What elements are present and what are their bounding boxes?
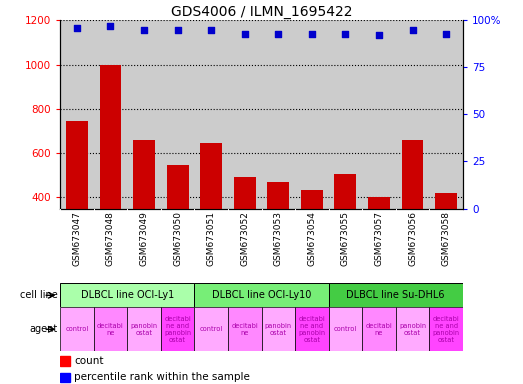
Bar xyxy=(396,307,429,351)
Bar xyxy=(60,372,70,382)
Text: decitabi
ne and
panobin
ostat: decitabi ne and panobin ostat xyxy=(433,316,460,343)
Point xyxy=(308,30,316,36)
Text: GSM673054: GSM673054 xyxy=(308,211,316,266)
Text: control: control xyxy=(334,326,357,332)
Bar xyxy=(301,190,323,286)
Text: decitabi
ne: decitabi ne xyxy=(366,323,392,336)
Bar xyxy=(161,307,195,351)
Bar xyxy=(66,121,88,286)
Bar xyxy=(267,182,289,286)
Bar xyxy=(234,177,256,286)
Text: GSM673051: GSM673051 xyxy=(207,211,215,266)
Point xyxy=(375,32,383,38)
Bar xyxy=(429,307,463,351)
Bar xyxy=(335,174,356,286)
Text: percentile rank within the sample: percentile rank within the sample xyxy=(74,372,250,382)
Point xyxy=(106,23,115,29)
Text: decitabi
ne: decitabi ne xyxy=(231,323,258,336)
Bar xyxy=(228,307,262,351)
Point xyxy=(241,30,249,36)
Bar xyxy=(127,307,161,351)
Bar xyxy=(60,356,70,366)
Bar xyxy=(167,165,188,286)
Text: GSM673056: GSM673056 xyxy=(408,211,417,266)
Bar xyxy=(195,307,228,351)
Bar xyxy=(328,307,362,351)
Point xyxy=(442,30,450,36)
Text: GSM673048: GSM673048 xyxy=(106,211,115,266)
Text: decitabi
ne and
panobin
ostat: decitabi ne and panobin ostat xyxy=(298,316,325,343)
Point xyxy=(341,30,349,36)
Point xyxy=(140,27,148,33)
Text: GSM673049: GSM673049 xyxy=(140,211,149,266)
Point xyxy=(207,27,215,33)
Text: DLBCL line Su-DHL6: DLBCL line Su-DHL6 xyxy=(346,290,445,300)
Text: panobin
ostat: panobin ostat xyxy=(265,323,292,336)
Text: cell line: cell line xyxy=(20,290,58,300)
Point xyxy=(408,27,417,33)
Text: agent: agent xyxy=(29,324,58,334)
Bar xyxy=(295,307,328,351)
Text: DLBCL line OCI-Ly10: DLBCL line OCI-Ly10 xyxy=(212,290,311,300)
Text: panobin
ostat: panobin ostat xyxy=(399,323,426,336)
Bar xyxy=(200,142,222,286)
Bar xyxy=(60,283,195,307)
Text: decitabi
ne: decitabi ne xyxy=(97,323,124,336)
Text: GSM673050: GSM673050 xyxy=(173,211,182,266)
Bar xyxy=(402,140,424,286)
Text: DLBCL line OCI-Ly1: DLBCL line OCI-Ly1 xyxy=(81,290,174,300)
Text: GSM673052: GSM673052 xyxy=(240,211,249,266)
Bar xyxy=(368,197,390,286)
Point xyxy=(73,25,81,31)
Bar xyxy=(60,307,94,351)
Text: GSM673058: GSM673058 xyxy=(441,211,451,266)
Text: control: control xyxy=(200,326,223,332)
Text: GSM673057: GSM673057 xyxy=(374,211,383,266)
Bar xyxy=(362,307,396,351)
Text: GSM673047: GSM673047 xyxy=(72,211,82,266)
Text: panobin
ostat: panobin ostat xyxy=(130,323,157,336)
Title: GDS4006 / ILMN_1695422: GDS4006 / ILMN_1695422 xyxy=(170,5,353,19)
Bar xyxy=(99,65,121,286)
Point xyxy=(174,27,182,33)
Text: GSM673055: GSM673055 xyxy=(341,211,350,266)
Bar xyxy=(195,283,328,307)
Bar xyxy=(262,307,295,351)
Text: control: control xyxy=(65,326,88,332)
Bar xyxy=(133,140,155,286)
Point xyxy=(274,30,282,36)
Text: GSM673053: GSM673053 xyxy=(274,211,283,266)
Bar xyxy=(328,283,463,307)
Bar xyxy=(94,307,127,351)
Bar xyxy=(435,194,457,286)
Text: decitabi
ne and
panobin
ostat: decitabi ne and panobin ostat xyxy=(164,316,191,343)
Text: count: count xyxy=(74,356,104,366)
